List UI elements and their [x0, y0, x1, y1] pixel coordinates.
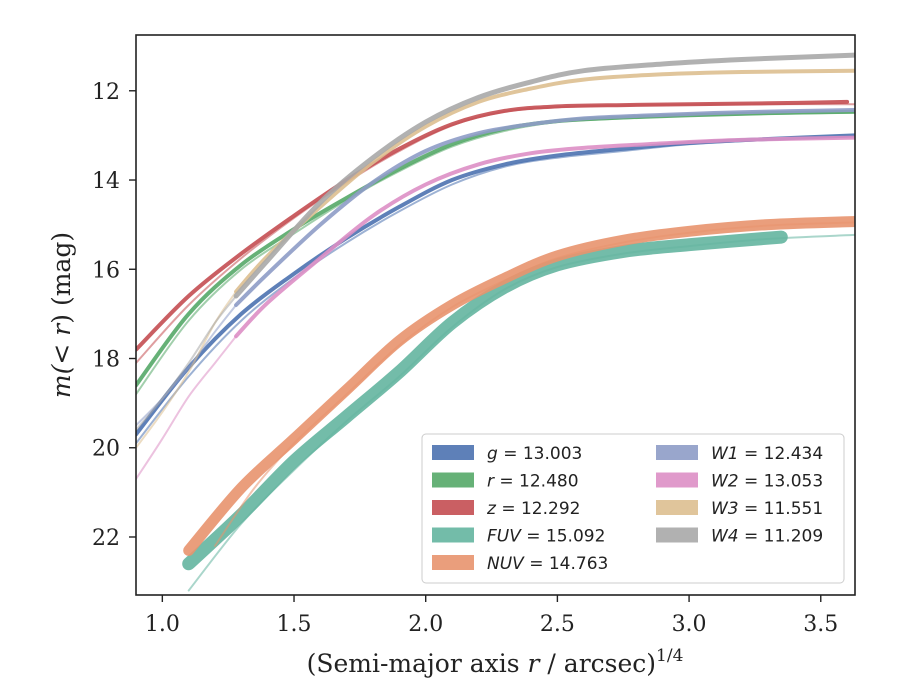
- legend-swatch-w4: [656, 527, 698, 543]
- legend-label-fuv: FUV = 15.092: [487, 527, 605, 547]
- series-z-curve: [136, 99, 850, 352]
- y-axis: 12 14 16 18 20 22: [92, 80, 136, 551]
- x-tick-label: 3.5: [803, 612, 838, 637]
- legend-swatch-nuv: [432, 555, 474, 570]
- series-nuv-curve: [183, 216, 855, 556]
- legend-label-nuv: NUV = 14.763: [487, 554, 608, 574]
- plot-frame: [135, 34, 856, 596]
- series-w3-faint-curve: [136, 290, 238, 449]
- legend-swatch-z: [432, 500, 474, 515]
- legend-swatch-r: [432, 472, 474, 488]
- legend-swatch-w3: [656, 500, 698, 515]
- series-w2-faint-curve: [136, 335, 238, 480]
- series-r-curve: [136, 109, 855, 388]
- legend-label-w2: W2 = 13.053: [711, 472, 823, 492]
- legend-swatch-fuv: [432, 527, 474, 543]
- y-tick-label: 20: [92, 437, 120, 462]
- y-tick-label: 12: [92, 80, 120, 105]
- y-tick-label: 16: [92, 258, 120, 283]
- legend-label-z: z = 12.292: [486, 499, 580, 519]
- series-w2-curve: [234, 135, 855, 339]
- x-tick-label: 1.0: [145, 612, 180, 637]
- x-tick-label: 2.5: [540, 612, 575, 637]
- y-tick-label: 14: [92, 169, 120, 194]
- legend-label-w4: W4 = 11.209: [711, 527, 823, 547]
- series-fuv-curve: [182, 230, 788, 571]
- legend-swatch-w2: [656, 472, 698, 488]
- y-tick-label: 18: [92, 348, 120, 373]
- legend: g = 13.003 r = 12.480 z = 12.292 FUV = 15.0…: [421, 433, 845, 584]
- series-w4-faint-curve: [136, 295, 238, 431]
- x-tick-label: 2.0: [408, 612, 443, 637]
- series-w4-curve: [233, 52, 855, 299]
- x-axis: 1.0 1.5 2.0 2.5 3.0 3.5: [145, 595, 838, 637]
- y-tick-label: 22: [92, 526, 120, 551]
- legend-swatch-w1: [656, 445, 698, 460]
- legend-label-w3: W3 = 11.551: [711, 499, 823, 519]
- x-tick-label: 3.0: [672, 612, 707, 637]
- y-axis-label: m(< r) (mag): [47, 232, 76, 398]
- x-axis-label: (Semi-major axis r / arcsec)1/4: [307, 646, 684, 678]
- legend-swatch-g: [432, 445, 474, 460]
- x-tick-label: 1.5: [277, 612, 312, 637]
- legend-label-g: g = 13.003: [487, 444, 582, 464]
- legend-label-r: r = 12.480: [487, 472, 579, 492]
- legend-box: [421, 433, 845, 584]
- series-layer: [136, 52, 855, 592]
- series-w1-curve: [234, 108, 855, 307]
- legend-label-w1: W1 = 12.434: [711, 444, 823, 464]
